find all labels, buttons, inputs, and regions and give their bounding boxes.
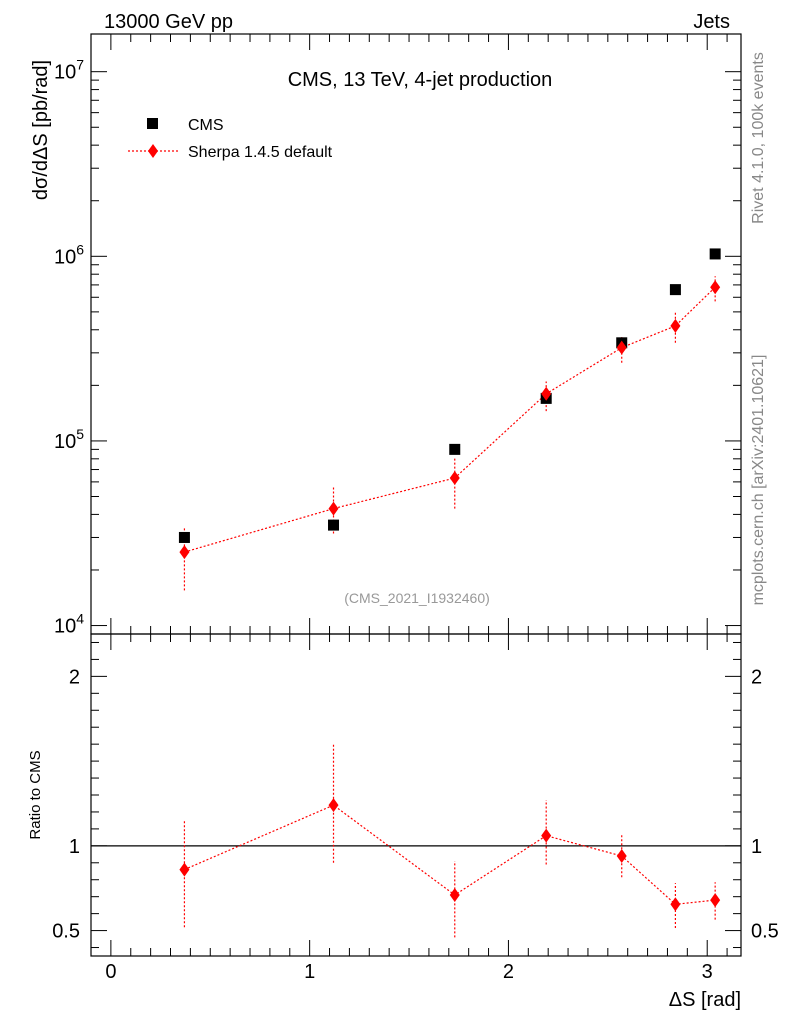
- rivet-label: Rivet 4.1.0, 100k events: [750, 52, 767, 224]
- main-series-layer: [178, 248, 721, 591]
- mc-data-point: [449, 470, 460, 485]
- ratio-data-point: [616, 849, 627, 864]
- mc-data-point: [670, 318, 681, 333]
- ratio-data-point: [179, 862, 190, 877]
- main-y-axis-label: dσ/dΔS [pb/rad]: [30, 60, 52, 200]
- x-tick-label: 0: [105, 961, 116, 983]
- ratio-axis-ticks: [90, 634, 741, 956]
- chart-title: CMS, 13 TeV, 4-jet production: [288, 69, 553, 91]
- cms-data-point: [328, 519, 340, 531]
- legend-mc-marker: [148, 144, 158, 158]
- main-y-tick-labels: 104 105 106 107: [54, 57, 84, 638]
- x-tick-label: 3: [702, 961, 713, 983]
- mc-series-line: [184, 286, 716, 553]
- legend-mc-label: Sherpa 1.4.5 default: [188, 144, 333, 161]
- ratio-y-tick-label-left: 1: [69, 836, 80, 858]
- ratio-series-layer: [179, 744, 721, 938]
- header-right-label: Jets: [693, 11, 730, 33]
- mc-data-point: [616, 340, 627, 355]
- ratio-y-tick-label-left: 2: [69, 666, 80, 688]
- ratio-tick-labels: 0.5 0.5 1 1 2 2 0 1 2 3: [52, 666, 779, 983]
- ratio-y-tick-label-left: 0.5: [52, 921, 80, 943]
- reference-label: (CMS_2021_I1932460): [344, 590, 490, 606]
- main-axis-ticks: [90, 34, 741, 635]
- mc-data-point: [328, 501, 339, 516]
- mc-data-point: [541, 386, 552, 401]
- mc-data-point: [710, 280, 721, 295]
- ratio-y-tick-label-right: 2: [751, 666, 762, 688]
- main-y-tick-label: 106: [54, 241, 84, 268]
- ratio-data-point: [449, 887, 460, 902]
- ratio-data-point: [541, 828, 552, 843]
- ratio-y-tick-label-right: 0.5: [751, 921, 779, 943]
- ratio-panel-frame: [90, 633, 742, 957]
- ratio-data-point: [328, 798, 339, 813]
- ratio-series-line: [184, 804, 716, 905]
- legend-cms-label: CMS: [188, 117, 224, 134]
- cms-data-point: [449, 443, 461, 455]
- cms-data-point: [669, 284, 681, 296]
- main-y-tick-label: 104: [54, 611, 84, 638]
- legend-cms-marker: [147, 118, 158, 129]
- ratio-y-axis-label: Ratio to CMS: [27, 750, 44, 839]
- header-left-label: 13000 GeV pp: [104, 11, 233, 33]
- mc-data-point: [179, 545, 190, 560]
- ratio-y-tick-label-right: 1: [751, 836, 762, 858]
- main-y-tick-label: 105: [54, 426, 84, 453]
- cms-data-point: [709, 248, 721, 260]
- x-axis-label: ΔS [rad]: [669, 989, 741, 1011]
- main-y-tick-label: 107: [54, 57, 84, 84]
- ratio-data-point: [710, 893, 721, 908]
- source-label: mcplots.cern.ch [arXiv:2401.10621]: [750, 355, 767, 606]
- x-tick-label: 2: [503, 961, 514, 983]
- ratio-data-point: [670, 897, 681, 912]
- x-tick-label: 1: [304, 961, 315, 983]
- cms-data-point: [178, 531, 190, 543]
